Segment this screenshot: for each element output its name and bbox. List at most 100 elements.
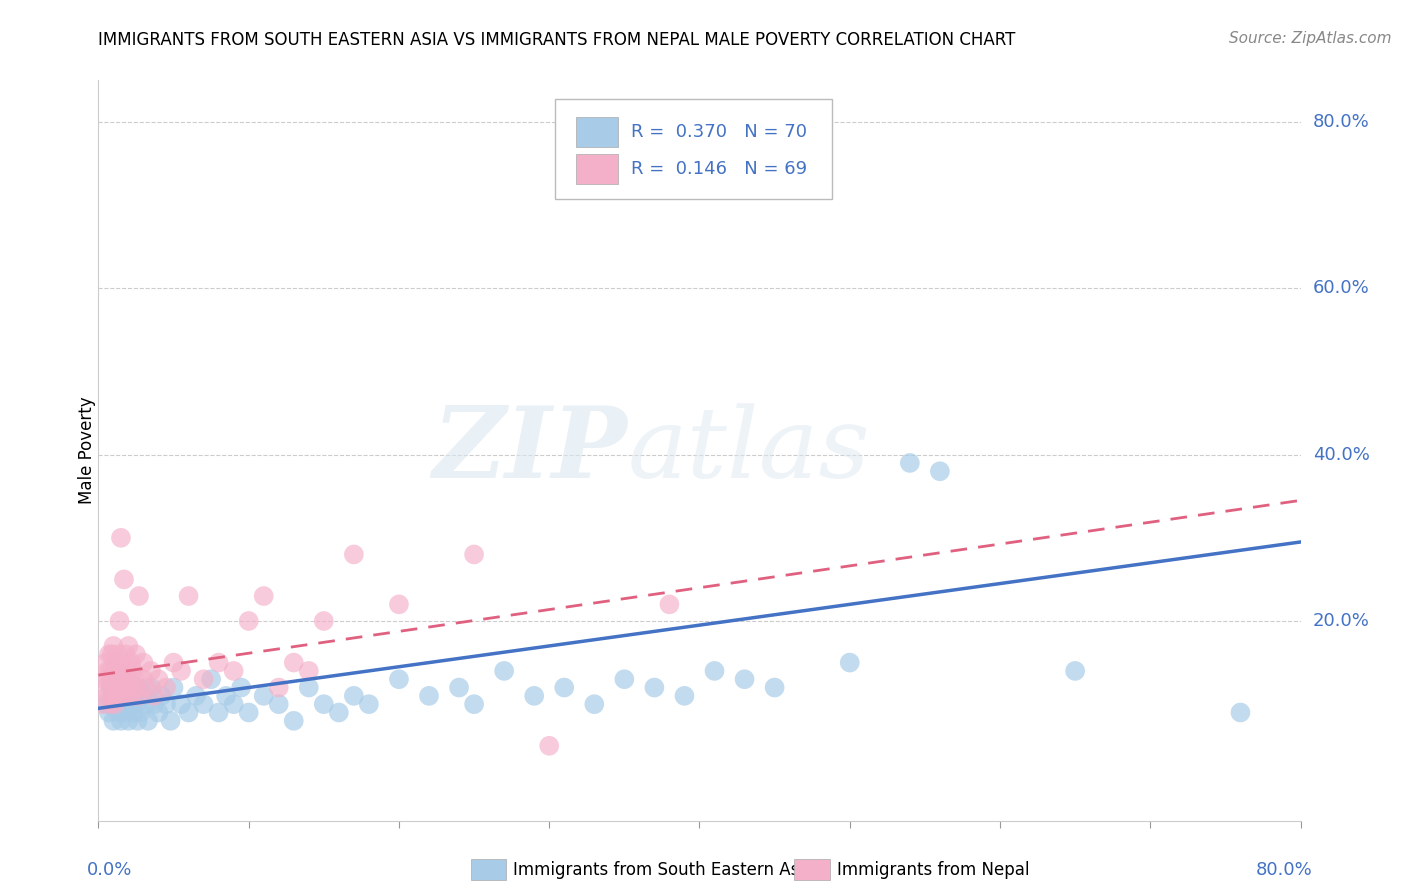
FancyBboxPatch shape xyxy=(555,99,832,199)
FancyBboxPatch shape xyxy=(575,118,617,147)
Point xyxy=(110,714,132,728)
Point xyxy=(103,689,125,703)
Point xyxy=(1229,706,1251,720)
Point xyxy=(125,647,148,661)
Point xyxy=(929,464,952,478)
Point xyxy=(132,689,155,703)
Point xyxy=(170,697,193,711)
Point xyxy=(208,656,231,670)
Point xyxy=(125,681,148,695)
Point xyxy=(117,639,139,653)
Point xyxy=(312,697,335,711)
Point xyxy=(110,681,132,695)
Point xyxy=(105,681,128,695)
Point xyxy=(105,697,128,711)
Point xyxy=(298,681,321,695)
Point xyxy=(447,681,470,695)
Point xyxy=(494,664,516,678)
Point xyxy=(110,681,132,695)
Point xyxy=(463,697,485,711)
Point xyxy=(162,656,184,670)
Text: R =  0.146   N = 69: R = 0.146 N = 69 xyxy=(631,161,807,178)
Point xyxy=(343,689,366,703)
Point xyxy=(388,672,411,686)
Text: Immigrants from Nepal: Immigrants from Nepal xyxy=(837,861,1029,879)
Point xyxy=(763,681,786,695)
Point xyxy=(170,664,193,678)
Point xyxy=(139,681,162,695)
Point xyxy=(103,672,125,686)
Point xyxy=(110,531,132,545)
Point xyxy=(159,714,181,728)
Point xyxy=(125,697,148,711)
Point xyxy=(135,681,157,695)
Text: 80.0%: 80.0% xyxy=(1256,862,1313,880)
Point xyxy=(132,656,155,670)
Text: Source: ZipAtlas.com: Source: ZipAtlas.com xyxy=(1229,31,1392,46)
Point xyxy=(115,664,138,678)
Point xyxy=(343,548,366,562)
Point xyxy=(523,689,546,703)
Point xyxy=(97,647,120,661)
Point xyxy=(222,697,245,711)
Point xyxy=(94,656,117,670)
Point xyxy=(328,706,350,720)
Point xyxy=(148,672,170,686)
Point xyxy=(238,614,260,628)
Point xyxy=(177,589,200,603)
Point xyxy=(122,689,145,703)
Point xyxy=(122,664,145,678)
Point xyxy=(104,697,127,711)
Point xyxy=(117,672,139,686)
Point xyxy=(129,706,152,720)
Point xyxy=(108,689,131,703)
Point xyxy=(135,697,157,711)
Point xyxy=(253,589,276,603)
Point xyxy=(115,697,138,711)
Point xyxy=(193,697,215,711)
Point xyxy=(283,714,305,728)
Point xyxy=(103,689,125,703)
Text: 0.0%: 0.0% xyxy=(86,862,132,880)
Point xyxy=(613,672,636,686)
Point xyxy=(734,672,756,686)
Point xyxy=(110,656,132,670)
Point xyxy=(238,706,260,720)
Point xyxy=(114,689,136,703)
Point xyxy=(103,714,125,728)
Point xyxy=(162,681,184,695)
Point xyxy=(388,598,411,612)
Point xyxy=(155,681,177,695)
Point xyxy=(143,689,166,703)
Point xyxy=(111,664,134,678)
Point xyxy=(96,664,118,678)
Text: IMMIGRANTS FROM SOUTH EASTERN ASIA VS IMMIGRANTS FROM NEPAL MALE POVERTY CORRELA: IMMIGRANTS FROM SOUTH EASTERN ASIA VS IM… xyxy=(98,31,1015,49)
Point xyxy=(673,689,696,703)
Point xyxy=(118,681,141,695)
Point xyxy=(124,689,146,703)
Point xyxy=(128,689,150,703)
Point xyxy=(463,548,485,562)
Point xyxy=(91,697,114,711)
Point xyxy=(139,664,162,678)
Point xyxy=(112,706,135,720)
Point xyxy=(148,706,170,720)
Point xyxy=(100,697,122,711)
Point xyxy=(107,706,129,720)
Point xyxy=(111,697,134,711)
Point xyxy=(222,664,245,678)
Text: 20.0%: 20.0% xyxy=(1313,612,1369,630)
Point xyxy=(231,681,253,695)
Point xyxy=(703,664,725,678)
Point xyxy=(267,697,290,711)
Point xyxy=(200,672,222,686)
Point xyxy=(643,681,665,695)
Text: R =  0.370   N = 70: R = 0.370 N = 70 xyxy=(631,123,807,141)
Point xyxy=(124,672,146,686)
Point xyxy=(357,697,380,711)
Text: 80.0%: 80.0% xyxy=(1313,113,1369,131)
Text: atlas: atlas xyxy=(627,403,870,498)
Text: ZIP: ZIP xyxy=(433,402,627,499)
Point xyxy=(553,681,575,695)
Point xyxy=(1064,664,1087,678)
